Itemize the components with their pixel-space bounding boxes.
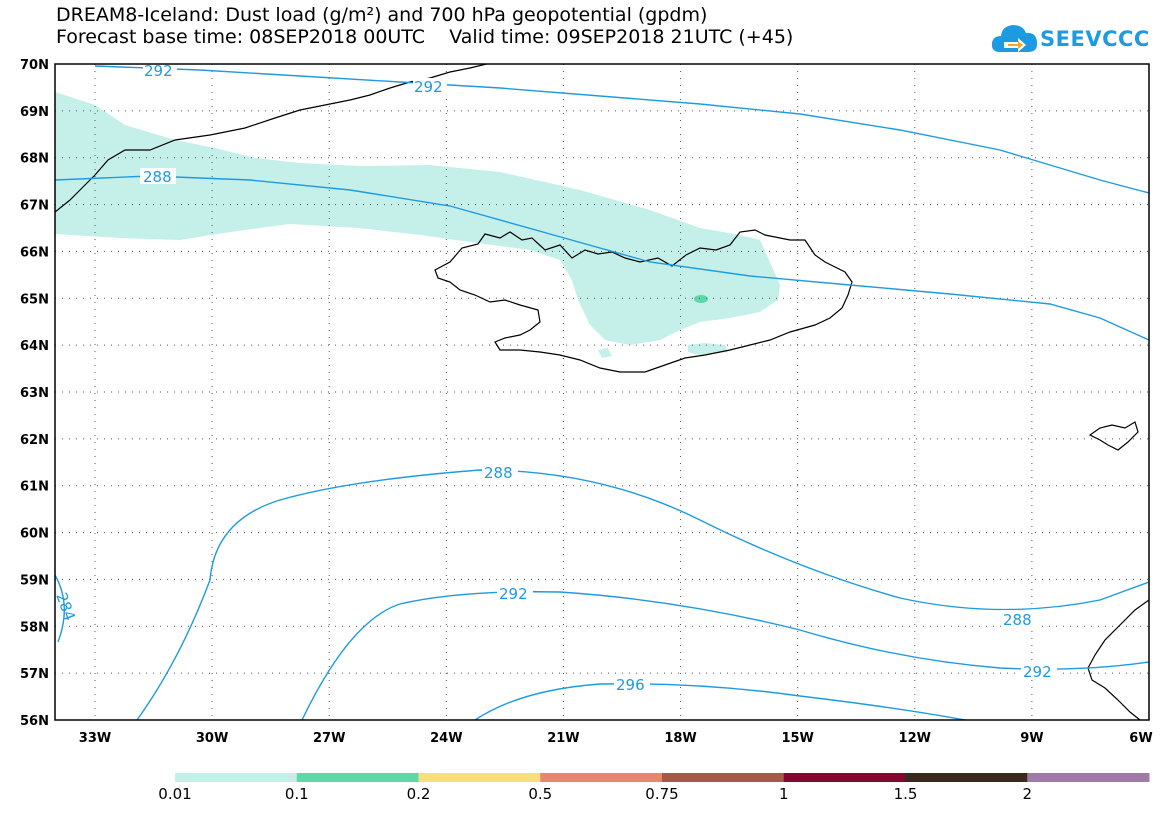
lon-tick-label: 30W xyxy=(196,731,228,746)
contour-284 xyxy=(55,574,66,643)
legend-tick-label: 0.2 xyxy=(406,785,431,803)
dust-patch-small xyxy=(598,348,612,358)
legend-tick-label: 1 xyxy=(778,785,789,803)
lon-tick-label: 24W xyxy=(430,731,462,746)
contour-296 xyxy=(474,683,966,720)
latitude-axis: 70N 69N 68N 67N 66N 65N 64N 63N 62N 61N 60N 59N 58N 5… xyxy=(20,58,49,729)
lat-tick-label: 68N xyxy=(20,152,49,167)
lon-tick-label: 12W xyxy=(899,731,931,746)
lat-tick-label: 60N xyxy=(20,527,49,542)
lat-tick-label: 67N xyxy=(20,199,49,214)
lat-tick-label: 63N xyxy=(20,386,49,401)
contour-label: 288 xyxy=(484,464,513,482)
legend-swatch xyxy=(540,773,663,782)
lat-tick-label: 64N xyxy=(20,339,49,354)
lat-tick-label: 66N xyxy=(20,245,49,260)
legend-swatch xyxy=(905,773,1028,782)
contour-labels: 292 292 288 288 292 288 292 296 284 xyxy=(52,62,1057,694)
contour-label: 288 xyxy=(1003,611,1032,629)
legend-swatch xyxy=(662,773,785,782)
lat-tick-label: 61N xyxy=(20,480,49,495)
faroe-islands xyxy=(1088,421,1139,451)
contour-292-south xyxy=(136,579,1149,720)
longitude-axis: 33W 30W 27W 24W 21W 18W 15W 12W 9W 6W xyxy=(79,731,1153,746)
contour-292-north xyxy=(94,65,1149,194)
lat-tick-label: 59N xyxy=(20,573,49,588)
lat-tick-label: 58N xyxy=(20,620,49,635)
legend-tick-label: 2 xyxy=(1022,785,1033,803)
contour-288-north xyxy=(55,175,1149,341)
scotland-coast xyxy=(1087,599,1149,720)
dust-patch-south xyxy=(688,343,728,355)
contour-label: 292 xyxy=(499,585,528,603)
contour-label: 284 xyxy=(52,590,79,623)
lon-tick-label: 15W xyxy=(781,731,813,746)
contour-label: 292 xyxy=(414,78,443,96)
lon-tick-label: 33W xyxy=(79,731,111,746)
lat-tick-label: 56N xyxy=(20,714,49,729)
legend-tick-label: 0.5 xyxy=(528,785,553,803)
contour-label: 288 xyxy=(143,168,172,186)
plot-frame xyxy=(54,63,1150,721)
map-subtitle: Forecast base time: 08SEP2018 00UTC Vali… xyxy=(56,26,794,48)
legend-tick-label: 0.75 xyxy=(645,785,679,803)
legend-tick-label: 1.5 xyxy=(893,785,918,803)
contour-label: 296 xyxy=(616,676,645,694)
lon-tick-label: 9W xyxy=(1020,731,1043,746)
iceland-coast xyxy=(434,229,853,373)
legend-swatch xyxy=(783,773,906,782)
lat-tick-label: 62N xyxy=(20,433,49,448)
lon-tick-label: 27W xyxy=(313,731,345,746)
lon-tick-label: 6W xyxy=(1129,731,1152,746)
logo-text: SEEVCCC xyxy=(1040,27,1150,51)
legend-colorbar xyxy=(175,773,1150,782)
seevccc-logo: SEEVCCC xyxy=(990,18,1160,62)
legend-swatch xyxy=(418,773,541,782)
dust-high-spot xyxy=(694,295,708,303)
legend-tick-label: 0.1 xyxy=(284,785,309,803)
contour-label: 292 xyxy=(1023,663,1052,681)
legend-swatch xyxy=(296,773,419,782)
legend-swatch xyxy=(175,773,298,782)
legend-swatch xyxy=(1027,773,1150,782)
contour-288-south xyxy=(209,469,1149,611)
lat-tick-label: 57N xyxy=(20,667,49,682)
legend-tick-label: 0.01 xyxy=(158,785,192,803)
dust-plume-area xyxy=(55,92,780,345)
lat-tick-label: 69N xyxy=(20,105,49,120)
cloud-arrow-icon xyxy=(991,25,1038,52)
dust-load-shading xyxy=(55,92,780,358)
lon-tick-label: 21W xyxy=(547,731,579,746)
lat-tick-label: 70N xyxy=(20,58,49,73)
lat-tick-label: 65N xyxy=(20,292,49,307)
lon-tick-label: 18W xyxy=(664,731,696,746)
map-title: DREAM8-Iceland: Dust load (g/m²) and 700… xyxy=(56,4,708,26)
geopotential-contours xyxy=(55,65,1149,720)
contour-label: 292 xyxy=(144,62,173,80)
